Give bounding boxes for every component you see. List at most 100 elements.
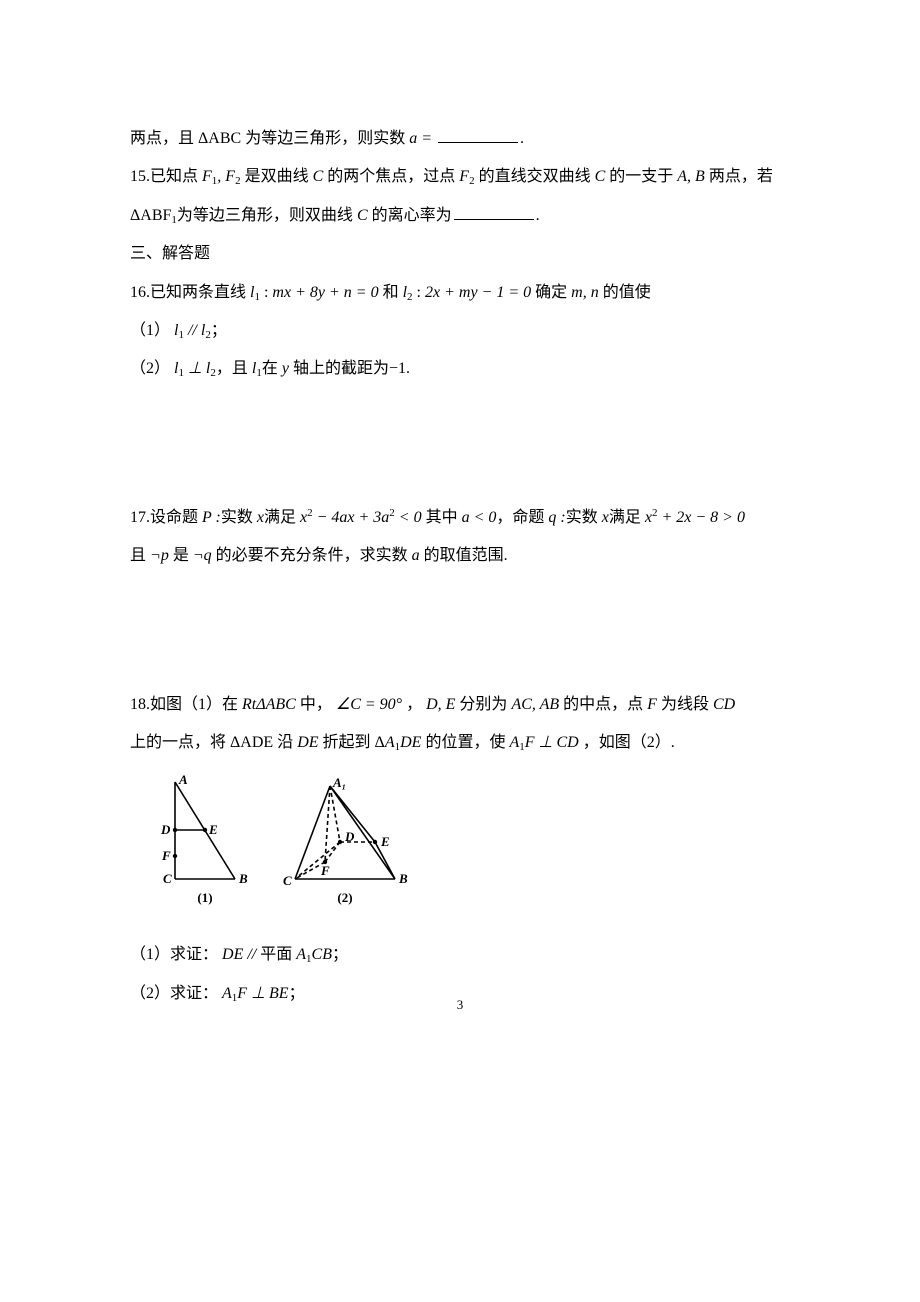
t: l1 // l2	[174, 322, 211, 339]
svg-text:A₁: A₁	[332, 775, 346, 790]
t: 实数	[566, 509, 598, 526]
C2: C	[595, 168, 606, 185]
F2: F2	[225, 168, 240, 185]
l1: l1	[250, 284, 260, 301]
t: 的位置，使	[425, 734, 505, 751]
t: 两点，若	[709, 168, 773, 185]
svg-text:C: C	[163, 871, 172, 886]
svg-text:D: D	[344, 829, 355, 844]
blank	[438, 142, 518, 143]
nq: ¬q	[193, 547, 212, 564]
t: ΔABC	[198, 130, 241, 147]
t: ，且	[216, 360, 248, 377]
svg-text:F: F	[320, 863, 330, 878]
num: 16.	[130, 284, 150, 301]
t: （1）	[130, 322, 170, 339]
t: 是双曲线	[245, 168, 309, 185]
t: 的取值范围.	[424, 547, 508, 564]
F: F	[647, 696, 657, 713]
t: 满足	[264, 509, 296, 526]
t: 中，	[300, 696, 332, 713]
t: 实数	[221, 509, 253, 526]
a: a	[412, 547, 420, 564]
t: （1）求证：	[130, 946, 218, 963]
t: 确定	[535, 284, 567, 301]
t: 设命题	[150, 509, 198, 526]
q: q :	[548, 509, 565, 526]
eq1: mx + 8y + n = 0	[272, 284, 378, 301]
t: 沿	[277, 734, 293, 751]
x: x	[257, 509, 264, 526]
t: 已知两条直线	[150, 284, 246, 301]
ang: ∠C = 90°	[336, 696, 402, 713]
F1: F1	[202, 168, 217, 185]
eq1: x2 − 4ax + 3a2 < 0	[300, 509, 422, 526]
t: ，命题	[496, 509, 544, 526]
svg-text:D: D	[160, 822, 171, 837]
svg-text:E: E	[380, 834, 390, 849]
perp: A1F ⊥ CD	[509, 734, 578, 751]
svg-text:E: E	[208, 822, 218, 837]
CD: CD	[713, 696, 735, 713]
q15-l2: ΔABF1为等边三角形，则双曲线 C 的离心率为.	[130, 197, 800, 235]
svg-text:B: B	[398, 871, 408, 886]
t: 是	[173, 547, 189, 564]
DEt: DE	[297, 734, 318, 751]
t: 两点，且	[130, 130, 194, 147]
svg-text:F: F	[161, 848, 171, 863]
svg-text:A: A	[178, 774, 188, 787]
rt: RtΔABC	[242, 696, 296, 713]
svg-text:(1): (1)	[197, 890, 212, 905]
t: 和	[383, 284, 399, 301]
num: 17.	[130, 509, 150, 526]
t: 折起到	[323, 734, 371, 751]
mn: m, n	[571, 284, 599, 301]
q16-l1: 16.已知两条直线 l1 : mx + 8y + n = 0 和 l2 : 2x…	[130, 274, 800, 312]
t: :	[413, 284, 425, 301]
t: 分别为	[459, 696, 507, 713]
t: 如图（1）在	[150, 696, 238, 713]
t: 在	[262, 360, 278, 377]
t: 为等边三角形，则实数	[245, 130, 405, 147]
t: 为等边三角形，则双曲线	[177, 207, 353, 224]
t: 平面	[260, 946, 292, 963]
C: C	[313, 168, 324, 185]
t: 轴上的截距为−1.	[293, 360, 410, 377]
q14-tail: 两点，且 ΔABC 为等边三角形，则实数 a = .	[130, 120, 800, 158]
page-number: 3	[0, 997, 920, 1013]
q18-p1: （1）求证： DE // 平面 A1CB；	[130, 936, 800, 974]
num: 15.	[130, 168, 150, 185]
t: 的必要不充分条件，求实数	[216, 547, 408, 564]
ACAB: AC, AB	[511, 696, 559, 713]
t: ΔABF1	[130, 207, 177, 224]
q17-l2: 且 ¬p 是 ¬q 的必要不充分条件，求实数 a 的取值范围.	[130, 537, 800, 575]
t: 且	[130, 547, 146, 564]
t: 的两个焦点，过点	[327, 168, 455, 185]
t: 其中	[426, 509, 458, 526]
P: P :	[202, 509, 221, 526]
t: 为线段	[661, 696, 709, 713]
eq2: x2 + 2x − 8 > 0	[645, 509, 745, 526]
t: 满足	[609, 509, 641, 526]
y: y	[282, 360, 289, 377]
t: 上的一点，将	[130, 734, 226, 751]
q16-p1: （1） l1 // l2；	[130, 312, 800, 350]
t: 的中点，点	[563, 696, 643, 713]
np: ¬p	[150, 547, 169, 564]
q15-l1: 15.已知点 F1, F2 是双曲线 C 的两个焦点，过点 F2 的直线交双曲线…	[130, 158, 800, 196]
q18-l2: 上的一点，将 ΔADE 沿 DE 折起到 ΔA1DE 的位置，使 A1F ⊥ C…	[130, 724, 800, 762]
t: ；	[211, 322, 227, 339]
t: （2）	[130, 360, 170, 377]
t: A1CB	[296, 946, 332, 963]
C3: C	[357, 207, 368, 224]
svg-text:(2): (2)	[337, 890, 352, 905]
t: 已知点	[150, 168, 198, 185]
t: ，如图（2）.	[583, 734, 675, 751]
F2b: F2	[459, 168, 474, 185]
t: 的直线交双曲线	[479, 168, 591, 185]
svg-text:B: B	[238, 871, 248, 886]
t: a =	[409, 130, 432, 147]
t: l1	[252, 360, 262, 377]
t: ；	[332, 946, 348, 963]
q18-figure: ABCDEF(1)A₁CBDEF(2)	[130, 774, 800, 914]
